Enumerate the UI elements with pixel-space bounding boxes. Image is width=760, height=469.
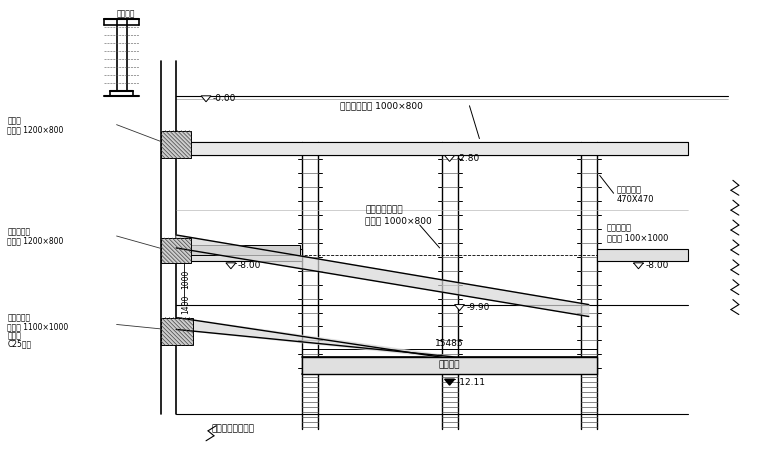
Bar bbox=[597, 249, 688, 261]
Text: 15485: 15485 bbox=[435, 339, 464, 348]
Text: 基础承台: 基础承台 bbox=[439, 361, 461, 370]
Text: 传力带: 传力带 bbox=[8, 331, 21, 340]
Text: -9.90: -9.90 bbox=[467, 303, 490, 312]
Polygon shape bbox=[176, 235, 589, 317]
Text: 水泥土搅拌桦加固: 水泥土搅拌桦加固 bbox=[211, 424, 254, 433]
Polygon shape bbox=[445, 379, 454, 385]
Text: 钉筋砷 1100×1000: 钉筋砷 1100×1000 bbox=[8, 322, 68, 331]
Text: 钉筋砷 1200×800: 钉筋砷 1200×800 bbox=[8, 125, 64, 134]
Text: 钉格构立柱: 钉格构立柱 bbox=[616, 186, 641, 195]
Text: 钉筋砷 1000×800: 钉筋砷 1000×800 bbox=[365, 217, 432, 226]
Text: 1000: 1000 bbox=[182, 270, 191, 289]
Text: 470X470: 470X470 bbox=[616, 195, 654, 204]
Text: -8.00: -8.00 bbox=[645, 261, 669, 270]
Polygon shape bbox=[201, 96, 211, 102]
Polygon shape bbox=[634, 263, 644, 269]
Bar bbox=[161, 238, 191, 263]
Bar bbox=[161, 318, 193, 345]
Bar bbox=[176, 142, 688, 155]
Polygon shape bbox=[454, 304, 464, 310]
Text: 工地围墙: 工地围墙 bbox=[116, 10, 135, 19]
Polygon shape bbox=[226, 263, 236, 269]
Bar bbox=[302, 357, 597, 374]
Polygon shape bbox=[176, 318, 458, 357]
Text: 第二、三道支撑: 第二、三道支撑 bbox=[365, 205, 403, 215]
Text: 钉筋砷 100×1000: 钉筋砷 100×1000 bbox=[606, 234, 668, 242]
Text: -0.00: -0.00 bbox=[213, 94, 236, 103]
Polygon shape bbox=[178, 245, 300, 255]
Text: -2.80: -2.80 bbox=[457, 154, 480, 163]
Text: 第三道圈梁: 第三道圈梁 bbox=[8, 313, 30, 322]
Text: 顶圈梁: 顶圈梁 bbox=[8, 116, 21, 125]
Text: 第二道支撑: 第二道支撑 bbox=[606, 224, 632, 233]
Text: C25素砷: C25素砷 bbox=[8, 340, 31, 349]
Text: 第二道圈梁: 第二道圈梁 bbox=[8, 227, 30, 236]
Polygon shape bbox=[445, 155, 454, 161]
Text: -8.00: -8.00 bbox=[238, 261, 261, 270]
Text: 第一道砷支撑 1000×800: 第一道砷支撑 1000×800 bbox=[340, 101, 423, 110]
Bar bbox=[176, 249, 302, 261]
Bar bbox=[161, 131, 191, 159]
Text: 1400: 1400 bbox=[182, 295, 191, 314]
Text: 钉筋砷 1200×800: 钉筋砷 1200×800 bbox=[8, 236, 64, 245]
Text: -12.11: -12.11 bbox=[457, 378, 486, 386]
